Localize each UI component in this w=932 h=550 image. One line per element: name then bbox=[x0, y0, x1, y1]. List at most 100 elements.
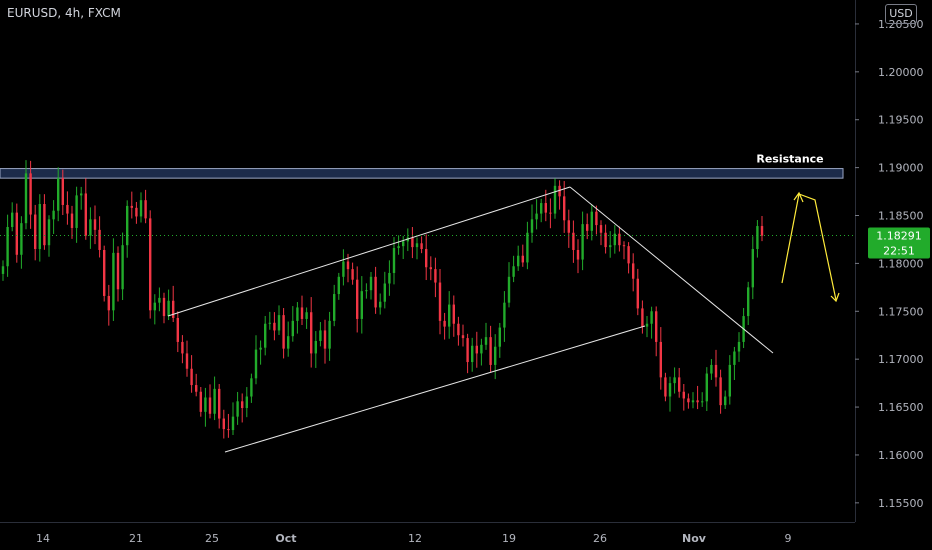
channel-upper-line bbox=[167, 186, 571, 317]
candle bbox=[305, 312, 308, 319]
candle bbox=[15, 212, 18, 255]
candle bbox=[540, 203, 543, 214]
candle bbox=[388, 272, 391, 284]
candle bbox=[282, 315, 285, 349]
candle bbox=[172, 300, 175, 318]
candle bbox=[572, 232, 575, 250]
candle bbox=[448, 304, 451, 327]
candle bbox=[687, 398, 690, 403]
candle bbox=[245, 396, 248, 409]
candle bbox=[452, 304, 455, 324]
candle bbox=[563, 196, 566, 221]
current-price-value: 1.18291 bbox=[876, 230, 922, 243]
x-tick-label: 14 bbox=[36, 532, 50, 545]
candle bbox=[553, 185, 557, 214]
candle bbox=[489, 337, 492, 365]
candle bbox=[328, 320, 331, 349]
candle bbox=[38, 204, 41, 250]
candle bbox=[535, 213, 538, 220]
candle bbox=[691, 400, 695, 403]
candle bbox=[34, 214, 37, 250]
candle bbox=[392, 248, 396, 273]
x-tick-label: Nov bbox=[682, 532, 707, 545]
candle bbox=[521, 255, 524, 263]
candle bbox=[673, 377, 676, 384]
candle bbox=[139, 200, 143, 217]
candle bbox=[728, 364, 731, 397]
candle bbox=[558, 185, 561, 197]
candle bbox=[678, 377, 681, 392]
y-tick-label: 1.16500 bbox=[878, 401, 924, 414]
candle bbox=[333, 294, 336, 321]
candle bbox=[737, 341, 741, 352]
candle bbox=[586, 224, 589, 231]
candle bbox=[664, 377, 667, 397]
y-tick-label: 1.15500 bbox=[878, 497, 924, 510]
candle bbox=[425, 249, 428, 268]
candle bbox=[93, 219, 97, 230]
y-tick-label: 1.18000 bbox=[878, 257, 924, 270]
candle bbox=[273, 322, 276, 331]
x-tick-label: 9 bbox=[785, 532, 792, 545]
candle bbox=[199, 391, 202, 412]
candle bbox=[80, 193, 83, 196]
candle bbox=[760, 226, 764, 236]
candle bbox=[231, 416, 235, 431]
candle bbox=[213, 388, 216, 414]
candle bbox=[599, 225, 603, 233]
candle bbox=[544, 203, 547, 213]
candle bbox=[415, 243, 419, 248]
candle bbox=[323, 330, 327, 349]
candle bbox=[126, 205, 129, 246]
candle bbox=[609, 245, 612, 248]
candle bbox=[379, 301, 382, 308]
candle bbox=[300, 307, 304, 319]
y-tick-label: 1.19000 bbox=[878, 162, 924, 175]
candle bbox=[650, 311, 653, 324]
candle bbox=[641, 308, 644, 327]
candle bbox=[480, 344, 483, 354]
candle bbox=[719, 377, 722, 406]
candle bbox=[236, 401, 239, 417]
candle bbox=[369, 276, 373, 291]
candle bbox=[130, 205, 133, 208]
candle bbox=[52, 210, 55, 220]
candle bbox=[291, 320, 294, 337]
candle bbox=[6, 226, 9, 267]
arrow-head-down bbox=[830, 292, 840, 303]
candle bbox=[604, 232, 607, 248]
candle bbox=[581, 224, 584, 260]
candle bbox=[659, 341, 662, 378]
candle bbox=[112, 252, 115, 311]
currency-button[interactable]: USD bbox=[885, 4, 917, 24]
candle bbox=[429, 267, 432, 270]
candle bbox=[121, 245, 124, 290]
candle bbox=[682, 391, 685, 399]
candle bbox=[420, 243, 423, 250]
x-tick-label: Oct bbox=[275, 532, 296, 545]
candle bbox=[668, 383, 672, 397]
candle bbox=[710, 364, 713, 374]
candle bbox=[181, 341, 184, 354]
candle bbox=[351, 269, 354, 280]
current-price-tag bbox=[868, 227, 930, 259]
candle bbox=[733, 351, 736, 365]
candle bbox=[374, 276, 377, 308]
candle bbox=[296, 307, 299, 321]
candle bbox=[507, 276, 511, 303]
x-tick-label: 21 bbox=[129, 532, 143, 545]
candle bbox=[185, 353, 189, 369]
candle bbox=[11, 212, 14, 227]
candle bbox=[636, 278, 639, 309]
candle bbox=[645, 323, 649, 327]
y-tick-label: 1.17500 bbox=[878, 305, 924, 318]
candle bbox=[227, 429, 230, 431]
candle bbox=[310, 312, 313, 354]
y-tick-label: 1.20000 bbox=[878, 66, 924, 79]
candle bbox=[144, 200, 147, 219]
candle bbox=[250, 378, 253, 397]
candle bbox=[595, 211, 598, 226]
candle bbox=[149, 218, 152, 311]
resistance-zone bbox=[0, 168, 844, 179]
